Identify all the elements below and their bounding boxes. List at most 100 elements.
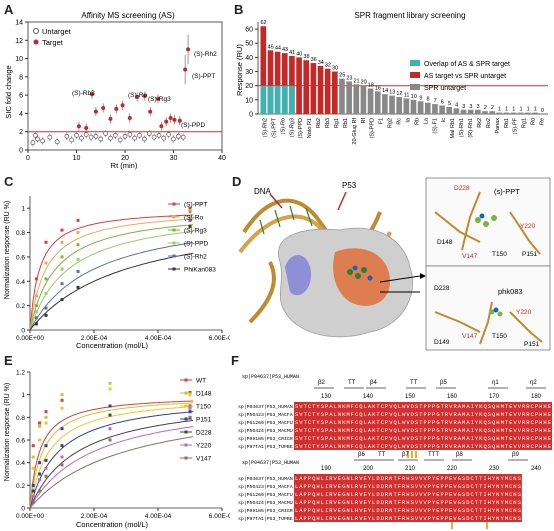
alignment-row-name: sp|P09185|P53_CRIGR <box>238 508 293 514</box>
label-s-ppt: (s)-PPT <box>494 187 520 196</box>
data-point <box>44 415 48 419</box>
residue-t150: T150 <box>492 251 507 258</box>
x-tick-label: 2.00E-04 <box>81 513 108 520</box>
untarget-point <box>132 135 138 141</box>
y-tick-label: 0 <box>21 328 25 335</box>
untarget-point <box>122 133 128 139</box>
data-point <box>34 294 38 298</box>
alignment-sequence: LAPPQHLIRVEGNLRVEYLDDRNTFRHSVVVPYEPPEVGS… <box>295 515 522 522</box>
residue-position: 130 <box>321 394 332 400</box>
panel-letter-e: E <box>4 353 13 368</box>
target-point <box>127 116 132 120</box>
fit-curve <box>29 242 194 331</box>
residue-d149: D149 <box>434 339 450 346</box>
panel-a-ylabel: SIC fold change <box>4 65 13 118</box>
data-point <box>108 404 112 408</box>
untarget-point <box>137 133 142 138</box>
data-point <box>31 495 35 499</box>
alignment-sequence: SVTCTYSPALNKMFCQLAKTCPVQLWVDSTPPPGTRVRAM… <box>295 443 552 450</box>
bar <box>281 53 288 114</box>
legend-marker <box>172 215 176 219</box>
panel-e-xlabel: Concentration (mol/L) <box>76 520 149 529</box>
category-label: Ic <box>441 118 447 123</box>
untarget-point <box>112 133 118 138</box>
residue-y220: Y220 <box>520 223 536 230</box>
alignment-sequence: LAPPQHLIRVEGNLRVEYLDDRNTFRHSVVVPYEPPEVGS… <box>295 483 522 490</box>
data-point <box>31 500 35 504</box>
residue-position: 140 <box>363 394 374 400</box>
untarget-point <box>117 137 123 143</box>
data-point <box>31 489 35 493</box>
secondary-structure-label: β8 <box>456 452 463 458</box>
category-label: (S)-PPD <box>298 118 304 139</box>
panel-d-structure: DNA P53 (s)-PPT D228 Y220 V147 T150 P151… <box>238 177 551 351</box>
secondary-structure-label: β2 <box>318 380 325 386</box>
bar-value-label: 1 <box>534 107 537 113</box>
category-label: Ro2 <box>486 118 492 128</box>
annotation-rh2: (S)-Rh2 <box>194 51 217 58</box>
category-label: (S)-PPD <box>370 118 376 139</box>
secondary-structure-label: TT <box>348 380 356 386</box>
secondary-structure-label: β9 <box>512 452 519 458</box>
panel-letter-f: F <box>231 353 239 368</box>
inset-phk083: phk083 D228 Y220 V147 T150 P151 D149 <box>425 265 551 351</box>
data-point <box>38 472 42 476</box>
untarget-point <box>156 133 162 138</box>
alignment-row-name: sp|P61260|P53_MACFU <box>238 420 293 426</box>
bar-value-label: 6 <box>441 100 444 106</box>
target-point <box>159 124 164 129</box>
y-tick-label: 0.2 <box>16 483 25 490</box>
y-tick-label: 10 <box>245 97 253 104</box>
hotspot-markers-2 <box>451 522 488 529</box>
y-tick-label: 0 <box>19 148 23 155</box>
label-p53: P53 <box>342 181 357 190</box>
alignment-row-name: sp|P04637|P53_HUMAN <box>238 476 293 482</box>
target-point <box>172 117 177 122</box>
data-point <box>108 387 112 391</box>
bar <box>496 112 503 114</box>
bar <box>374 91 381 114</box>
y-tick-label: 0.8 <box>16 415 25 422</box>
fit-curve <box>29 218 194 331</box>
legend-label: PhiKan083 <box>184 267 216 274</box>
y-tick-label: 0.4 <box>16 279 25 286</box>
residue-v147: V147 <box>462 253 478 260</box>
legend-label: WT <box>196 378 206 385</box>
untarget-point <box>176 133 181 139</box>
bar-value-label: 32 <box>325 63 331 69</box>
untarget-point <box>78 135 84 141</box>
legend-marker <box>172 267 176 271</box>
data-point <box>108 438 112 442</box>
legend-marker <box>172 202 176 206</box>
bar-value-label: 3 <box>469 104 472 110</box>
data-point <box>60 406 64 410</box>
data-point <box>44 306 48 310</box>
bar-value-label: 34 <box>318 60 324 66</box>
data-point <box>44 313 48 317</box>
bar-value-label: 8 <box>426 97 429 103</box>
panel-e-ylabel: Normalization response (RU %) <box>4 383 11 481</box>
fit-curve <box>29 406 194 509</box>
secondary-structure-label: TT <box>410 380 418 386</box>
category-label: Rb2 <box>316 118 322 128</box>
data-point <box>44 458 48 462</box>
category-label: Rb3 <box>325 118 331 128</box>
alignment-sequence: SVTCTYSPALNKMFCQLAKTCPVQLWVDSTPPPGTRVRAM… <box>295 411 552 418</box>
bar-value-label: 44 <box>275 46 281 52</box>
category-label: (S)-F1 <box>432 118 438 134</box>
residue-d228-b: D228 <box>434 285 450 292</box>
bar <box>432 104 438 114</box>
legend-label: T150 <box>196 404 211 411</box>
bar <box>525 112 531 114</box>
y-tick-label: 20 <box>245 83 253 90</box>
x-tick-label: 0.00E+00 <box>16 513 44 520</box>
annotation-ppt: (S)-PPT <box>192 73 216 80</box>
label-phk083: phk083 <box>498 287 523 296</box>
bar-overlap-segment <box>281 85 288 114</box>
bar <box>489 111 495 114</box>
bar-value-label: 7 <box>434 98 437 104</box>
y-tick-label: 1 <box>21 206 25 213</box>
data-point <box>76 218 80 222</box>
legend-marker <box>184 456 188 460</box>
bar-value-label: 2 <box>484 105 487 111</box>
